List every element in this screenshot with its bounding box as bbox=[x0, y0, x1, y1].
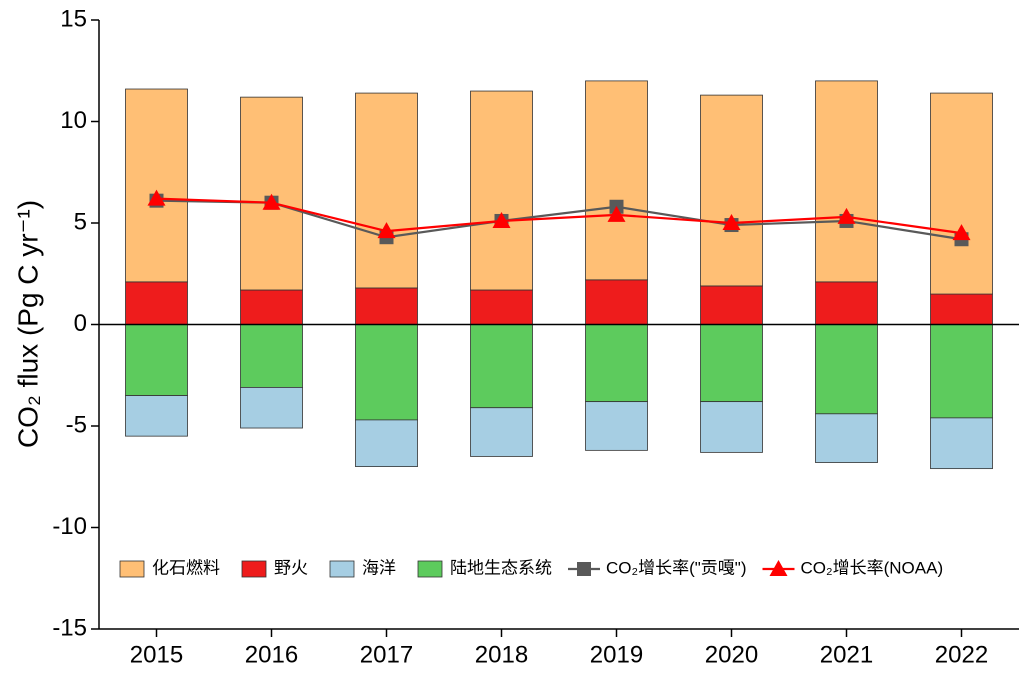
bar-segment bbox=[930, 92, 993, 295]
bar-segment bbox=[585, 401, 648, 451]
y-tick-label: 0 bbox=[74, 310, 87, 337]
bar-segment bbox=[700, 285, 763, 325]
line-marker bbox=[377, 222, 396, 239]
legend-swatch bbox=[329, 560, 355, 578]
bar-segment bbox=[815, 80, 878, 283]
y-tick-label: 5 bbox=[74, 208, 87, 235]
legend-label: CO₂增长率(NOAA) bbox=[801, 558, 944, 577]
bar-segment bbox=[240, 96, 303, 291]
bar-segment bbox=[930, 324, 993, 419]
bar-segment bbox=[700, 324, 763, 403]
bar-segment bbox=[355, 419, 418, 468]
bar-segment bbox=[125, 88, 188, 283]
legend-swatch bbox=[417, 560, 443, 578]
x-tick-label: 2020 bbox=[705, 641, 758, 668]
bar-segment bbox=[700, 94, 763, 287]
bar-segment bbox=[125, 281, 188, 325]
line-marker bbox=[837, 207, 856, 224]
bar-segment bbox=[125, 324, 188, 396]
bar-segment bbox=[240, 289, 303, 325]
legend-label: 陆地生态系统 bbox=[450, 558, 552, 577]
series-line bbox=[156, 197, 962, 235]
line-marker bbox=[262, 193, 281, 210]
legend-marker bbox=[769, 560, 788, 576]
bar-segment bbox=[930, 417, 993, 470]
y-tick-label: -10 bbox=[52, 513, 87, 540]
legend-label: 海洋 bbox=[362, 558, 396, 577]
bar-segment bbox=[470, 289, 533, 325]
bar-segment bbox=[930, 293, 993, 325]
bar-segment bbox=[355, 324, 418, 421]
line-marker bbox=[492, 211, 511, 228]
x-tick-label: 2017 bbox=[360, 641, 413, 668]
x-tick-label: 2022 bbox=[935, 641, 988, 668]
bar-segment bbox=[585, 80, 648, 281]
x-tick-label: 2019 bbox=[590, 641, 643, 668]
legend-label: CO₂增长率("贡嘎") bbox=[606, 558, 747, 577]
legend-marker bbox=[577, 562, 591, 576]
line-marker bbox=[952, 224, 971, 241]
y-tick-label: -5 bbox=[66, 411, 87, 438]
legend-label: 化石燃料 bbox=[152, 558, 220, 577]
bar-segment bbox=[355, 287, 418, 325]
bar-segment bbox=[470, 324, 533, 409]
y-tick-label: -15 bbox=[52, 614, 87, 641]
bar-segment bbox=[470, 90, 533, 291]
bar-segment bbox=[585, 324, 648, 403]
bar-segment bbox=[815, 413, 878, 463]
bar-segment bbox=[240, 387, 303, 429]
x-tick-label: 2016 bbox=[245, 641, 298, 668]
line-marker bbox=[607, 205, 626, 222]
bar-segment bbox=[585, 279, 648, 325]
bar-segment bbox=[815, 281, 878, 325]
bar-segment bbox=[240, 324, 303, 388]
legend-label: 野火 bbox=[274, 558, 308, 577]
legend-swatch bbox=[241, 560, 267, 578]
line-marker bbox=[722, 214, 741, 230]
x-tick-label: 2015 bbox=[130, 641, 183, 668]
y-tick-label: 15 bbox=[60, 5, 87, 32]
line-marker bbox=[147, 189, 166, 206]
bar-segment bbox=[815, 324, 878, 415]
bar-segment bbox=[125, 395, 188, 437]
bar-segment bbox=[355, 92, 418, 289]
y-axis-label: CO₂ flux (Pg C yr⁻¹) bbox=[12, 200, 43, 448]
x-tick-label: 2021 bbox=[820, 641, 873, 668]
legend-swatch bbox=[119, 560, 145, 578]
bar-segment bbox=[700, 401, 763, 453]
x-tick-label: 2018 bbox=[475, 641, 528, 668]
y-tick-label: 10 bbox=[60, 107, 87, 134]
bar-segment bbox=[470, 407, 533, 457]
